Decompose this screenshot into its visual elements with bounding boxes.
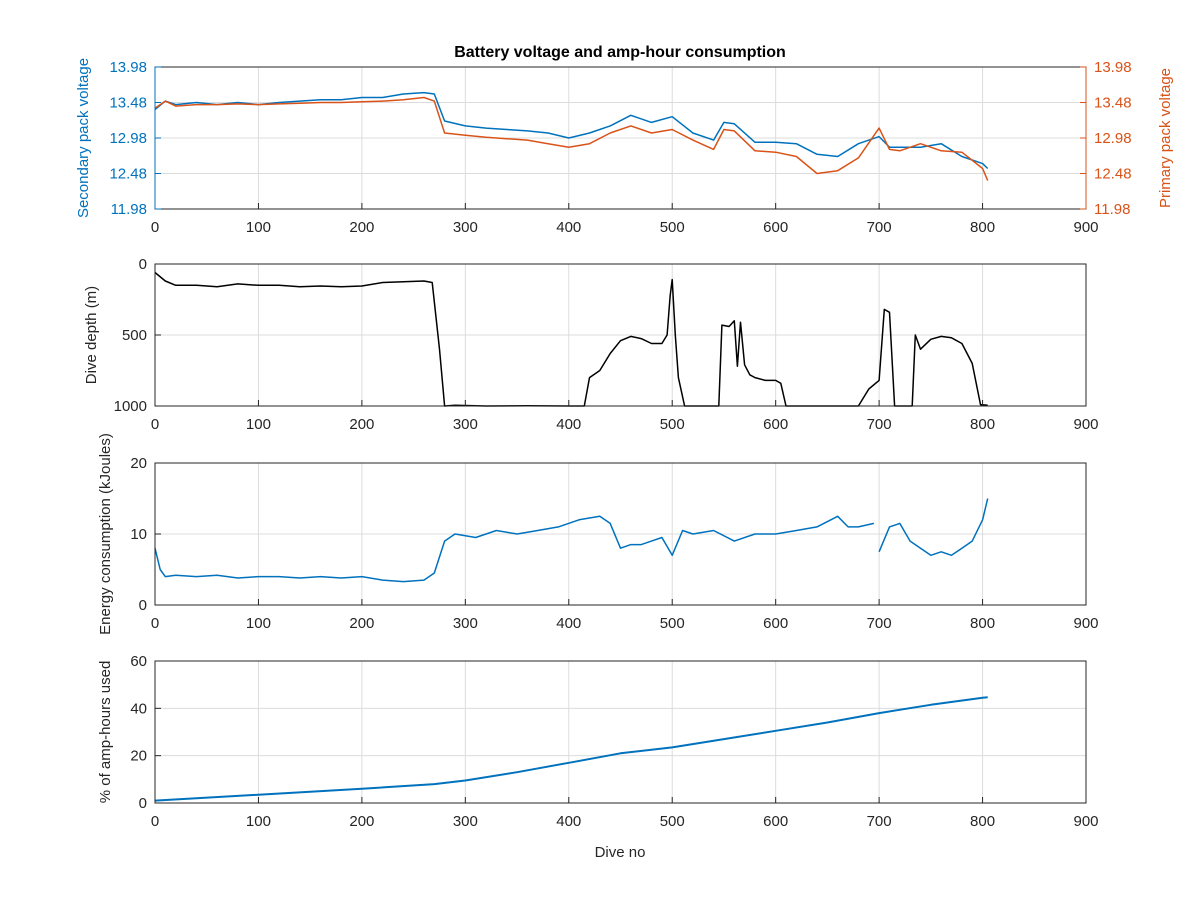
energy-y-ticks: 0 10 20 <box>130 455 161 614</box>
depth-x-tick-label: 900 <box>1073 416 1098 433</box>
secondary-pack-voltage-label: Secondary pack voltage <box>75 58 92 218</box>
primary-pack-voltage-label: Primary pack voltage <box>1157 68 1174 208</box>
energy-x-ticks: 0 100 200 300 400 500 600 700 800 900 <box>151 599 1099 632</box>
voltage-y-tick-label: 13.98 <box>109 59 147 76</box>
energy-x-tick-label: 800 <box>970 615 995 632</box>
depth-y-tick-label: 0 <box>139 256 147 273</box>
amp-hours-x-tick-label: 600 <box>763 813 788 830</box>
depth-x-tick-label: 500 <box>660 416 685 433</box>
amp-hours-series-line-main <box>154 696 988 802</box>
energy-series-group <box>154 498 989 583</box>
energy-panel: 0 100 200 300 400 500 600 700 800 900 0 10 20 Energ… <box>97 433 1099 635</box>
amp-hours-y-tick-label: 20 <box>130 748 147 765</box>
voltage-x-tick-label: 400 <box>556 219 581 236</box>
depth-y-tick-label: 1000 <box>114 398 147 415</box>
depth-series-group <box>154 271 988 407</box>
amp-hours-y-tick-label: 0 <box>139 795 147 812</box>
voltage-x-tick-label: 500 <box>660 219 685 236</box>
amp-hours-used-label: % of amp-hours used <box>97 661 114 804</box>
voltage-x-tick-label: 600 <box>763 219 788 236</box>
energy-y-tick-label: 0 <box>139 597 147 614</box>
voltage-series-group <box>154 91 989 181</box>
voltage-panel: 0 100 200 300 400 500 600 700 800 900 11.9812.481… <box>75 58 1174 236</box>
depth-x-tick-label: 300 <box>453 416 478 433</box>
energy-series-line-main <box>154 498 989 583</box>
depth-series-line-main <box>154 271 988 407</box>
x-axis-label: Dive no <box>595 844 646 861</box>
depth-x-tick-label: 400 <box>556 416 581 433</box>
energy-x-tick-label: 100 <box>246 615 271 632</box>
depth-y-ticks: 0 500 1000 <box>114 256 161 415</box>
depth-x-tick-label: 800 <box>970 416 995 433</box>
energy-y-tick-label: 10 <box>130 526 147 543</box>
voltage-series-line-left <box>154 91 989 170</box>
amp-hours-panel: 0 100 200 300 400 500 600 700 800 900 0 20 40 60 % o… <box>97 653 1099 861</box>
voltage-right-y-ticks: 11.98 12.48 12.98 13.48 13.98 <box>154 59 1132 218</box>
amp-hours-y-tick-label: 40 <box>130 700 147 717</box>
voltage-x-tick-label: 700 <box>867 219 892 236</box>
depth-x-tick-label: 200 <box>349 416 374 433</box>
voltage-right-y-tick-label: 13.48 <box>1094 95 1132 112</box>
voltage-y-tick-label: 11.98 <box>111 201 147 218</box>
depth-x-tick-label: 700 <box>867 416 892 433</box>
voltage-right-y-tick-label: 13.98 <box>1094 59 1132 76</box>
voltage-series-line-right <box>154 96 989 181</box>
depth-x-tick-label: 0 <box>151 416 159 433</box>
voltage-y-tick-label: 12.48 <box>109 166 147 183</box>
voltage-right-y-tick-label: 12.48 <box>1094 166 1132 183</box>
voltage-x-tick-label: 200 <box>349 219 374 236</box>
energy-x-tick-label: 200 <box>349 615 374 632</box>
energy-x-tick-label: 400 <box>556 615 581 632</box>
depth-panel: 0 100 200 300 400 500 600 700 800 900 0 500 1000 Di… <box>83 256 1099 433</box>
amp-hours-x-ticks: 0 100 200 300 400 500 600 700 800 900 <box>151 797 1099 830</box>
amp-hours-x-tick-label: 300 <box>453 813 478 830</box>
depth-x-tick-label: 100 <box>246 416 271 433</box>
amp-hours-x-tick-label: 500 <box>660 813 685 830</box>
chart-title: Battery voltage and amp-hour consumption <box>454 44 786 61</box>
depth-x-tick-label: 600 <box>763 416 788 433</box>
voltage-x-ticks: 0 100 200 300 400 500 600 700 800 900 <box>151 203 1099 236</box>
energy-consumption-label: Energy consumption (kJoules) <box>97 433 114 635</box>
amp-hours-x-tick-label: 100 <box>246 813 271 830</box>
voltage-y-tick-label: 13.48 <box>109 95 147 112</box>
depth-x-ticks: 0 100 200 300 400 500 600 700 800 900 <box>151 400 1099 433</box>
voltage-x-tick-label: 800 <box>970 219 995 236</box>
voltage-right-y-tick-label: 11.98 <box>1094 201 1130 218</box>
voltage-left-y-ticks: 11.98 12.48 12.98 13.48 13.98 <box>109 59 161 218</box>
energy-x-tick-label: 600 <box>763 615 788 632</box>
voltage-x-tick-label: 100 <box>246 219 271 236</box>
voltage-x-tick-label: 300 <box>453 219 478 236</box>
energy-x-tick-label: 700 <box>867 615 892 632</box>
amp-hours-x-tick-label: 900 <box>1073 813 1098 830</box>
depth-y-tick-label: 500 <box>122 327 147 344</box>
voltage-right-y-tick-label: 12.98 <box>1094 130 1132 147</box>
amp-hours-x-tick-label: 0 <box>151 813 159 830</box>
energy-x-tick-label: 900 <box>1073 615 1098 632</box>
amp-hours-x-tick-label: 200 <box>349 813 374 830</box>
energy-x-tick-label: 0 <box>151 615 159 632</box>
amp-hours-axes-box <box>154 660 1087 804</box>
dive-depth-label: Dive depth (m) <box>83 286 100 384</box>
amp-hours-y-tick-label: 60 <box>130 653 147 670</box>
amp-hours-x-tick-label: 800 <box>970 813 995 830</box>
voltage-x-tick-label: 0 <box>151 219 159 236</box>
voltage-y-tick-label: 12.98 <box>109 130 147 147</box>
amp-hours-y-ticks: 0 20 40 60 <box>130 653 161 812</box>
amp-hours-x-tick-label: 700 <box>867 813 892 830</box>
energy-x-tick-label: 500 <box>660 615 685 632</box>
energy-y-tick-label: 20 <box>130 455 147 472</box>
voltage-x-tick-label: 900 <box>1073 219 1098 236</box>
amp-hours-x-tick-label: 400 <box>556 813 581 830</box>
amp-hours-series-group <box>154 696 988 802</box>
energy-x-tick-label: 300 <box>453 615 478 632</box>
